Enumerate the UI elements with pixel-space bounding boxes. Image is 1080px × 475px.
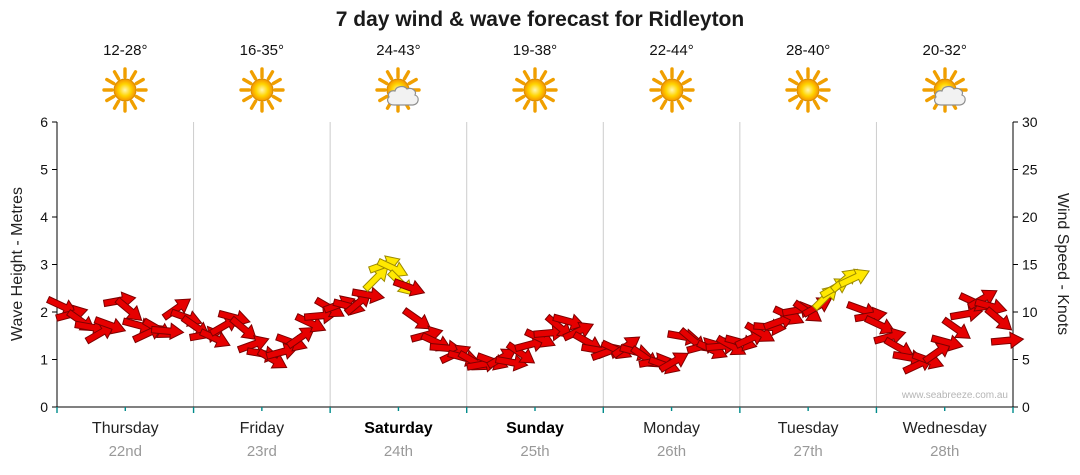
day-name-label: Tuesday	[777, 420, 839, 437]
temp-range-label: 19-38°	[512, 42, 558, 59]
day-name-label: Friday	[239, 420, 285, 437]
temp-range-label: 12-28°	[103, 42, 148, 59]
left-tick-label: 2	[40, 304, 48, 320]
day-date-label: 28th	[930, 443, 960, 460]
left-tick-label: 6	[40, 114, 48, 130]
day-name-label: Thursday	[91, 420, 159, 437]
sun-icon	[101, 66, 149, 119]
day-date-label: 23rd	[246, 443, 277, 460]
sun-icon	[784, 66, 832, 119]
left-tick-label: 1	[40, 352, 48, 368]
wind-arrow	[658, 352, 689, 373]
wind-arrow	[114, 296, 143, 321]
wind-arrow	[873, 327, 907, 345]
sun-icon	[648, 66, 696, 119]
wind-arrow	[744, 321, 775, 342]
right-tick-label: 25	[1022, 162, 1038, 178]
temp-range-label: 28-40°	[785, 42, 831, 59]
day-date-label: 24th	[383, 443, 414, 460]
right-tick-label: 5	[1022, 352, 1030, 368]
wind-arrow	[294, 313, 327, 333]
left-tick-label: 0	[40, 399, 48, 415]
wind-arrow	[351, 286, 386, 305]
temp-range-label: 16-35°	[239, 42, 285, 59]
wind-arrow	[930, 334, 964, 352]
day-date-label: 26th	[656, 443, 687, 460]
wind-arrow	[941, 316, 971, 339]
wind-arrow	[854, 306, 888, 325]
sun-cloud-icon	[374, 66, 422, 119]
wind-arrow	[922, 342, 952, 365]
wind-arrow	[974, 298, 1008, 316]
wind-arrow	[984, 306, 1013, 331]
temp-range-label: 22-44°	[649, 42, 694, 59]
day-date-label: 22nd	[108, 443, 142, 460]
day-name-label: Saturday	[364, 420, 433, 437]
wind-arrow	[562, 321, 595, 342]
page-title: 7 day wind & wave forecast for Ridleyton	[335, 8, 745, 31]
wind-arrow	[392, 278, 426, 297]
watermark-text: www.seabreeze.com.au	[901, 390, 1008, 401]
wind-arrow	[376, 257, 409, 278]
wind-arrow	[838, 268, 870, 289]
day-name-label: Monday	[643, 420, 701, 437]
temp-range-label: 24-43°	[376, 42, 421, 59]
right-tick-label: 10	[1022, 304, 1038, 320]
sun-icon	[511, 66, 559, 119]
day-name-label: Sunday	[506, 420, 564, 437]
wind-arrow	[990, 331, 1025, 350]
wind-arrow	[161, 298, 192, 321]
left-tick-label: 5	[40, 162, 48, 178]
sun-cloud-icon	[921, 66, 969, 119]
wind-arrow	[229, 315, 258, 340]
wind-arrow	[343, 291, 372, 316]
wind-arrow	[494, 354, 529, 372]
wind-arrow	[150, 322, 185, 341]
wind-arrow	[198, 328, 231, 348]
wind-arrow	[362, 265, 389, 293]
right-tick-label: 30	[1022, 114, 1038, 130]
left-tick-label: 4	[40, 209, 48, 225]
wind-arrow	[285, 326, 316, 350]
day-name-label: Wednesday	[902, 420, 987, 437]
day-date-label: 27th	[793, 443, 823, 460]
temp-range-label: 20-32°	[922, 42, 967, 59]
right-tick-label: 20	[1022, 209, 1038, 225]
wind-arrow	[863, 314, 896, 335]
day-date-label: 25th	[520, 443, 550, 460]
wind-arrow	[401, 307, 432, 330]
wind-arrow	[93, 316, 127, 335]
wind-arrow	[505, 341, 536, 364]
right-tick-label: 0	[1022, 399, 1030, 415]
sun-icon	[238, 66, 286, 119]
right-tick-label: 15	[1022, 257, 1038, 273]
left-tick-label: 3	[40, 257, 48, 273]
